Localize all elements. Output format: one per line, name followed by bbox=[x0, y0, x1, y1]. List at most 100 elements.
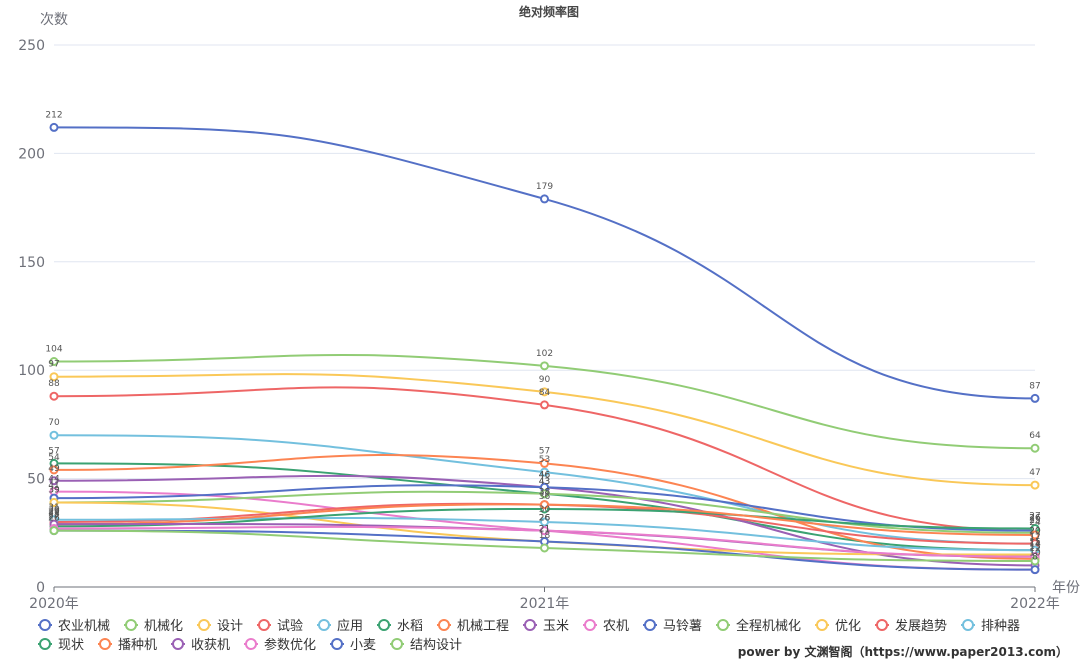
data-label: 87 bbox=[1029, 381, 1040, 391]
legend-item[interactable]: 试验 bbox=[257, 618, 303, 634]
data-point[interactable] bbox=[540, 400, 549, 410]
x-axis: 2020年 2021年 2022年 bbox=[29, 586, 1060, 612]
legend-item[interactable]: 播种机 bbox=[98, 638, 157, 653]
data-label: 102 bbox=[536, 349, 553, 359]
legend-label: 农机 bbox=[603, 619, 629, 634]
data-label: 179 bbox=[536, 182, 553, 192]
data-label: 20 bbox=[1029, 527, 1041, 537]
data-label: 53 bbox=[539, 455, 550, 465]
legend-marker bbox=[717, 619, 729, 631]
legend-item[interactable]: 应用 bbox=[317, 618, 363, 634]
data-point[interactable] bbox=[49, 122, 59, 132]
legend-item[interactable]: 收获机 bbox=[171, 638, 230, 653]
legend-marker bbox=[172, 638, 184, 650]
legend-item[interactable]: 小麦 bbox=[330, 638, 376, 653]
legend-label: 应用 bbox=[337, 618, 363, 634]
legend-item[interactable]: 结构设计 bbox=[390, 638, 462, 653]
data-label: 17 bbox=[1029, 533, 1040, 543]
data-label: 26 bbox=[48, 514, 60, 524]
data-label: 70 bbox=[48, 418, 60, 428]
data-point[interactable] bbox=[49, 357, 59, 367]
data-point[interactable] bbox=[540, 458, 549, 468]
data-point[interactable] bbox=[1030, 556, 1040, 566]
data-label: 31 bbox=[48, 503, 59, 513]
data-point[interactable] bbox=[540, 361, 549, 371]
legend-item[interactable]: 设计 bbox=[197, 619, 243, 634]
data-label: 104 bbox=[45, 345, 62, 355]
legend-item[interactable]: 参数优化 bbox=[244, 637, 316, 653]
data-point[interactable] bbox=[540, 500, 549, 510]
data-point[interactable] bbox=[49, 497, 59, 507]
legend-label: 马铃薯 bbox=[663, 619, 702, 634]
data-label: 39 bbox=[48, 485, 60, 495]
legend-item[interactable]: 全程机械化 bbox=[716, 618, 801, 634]
data-point[interactable] bbox=[1030, 443, 1040, 453]
legend-label: 播种机 bbox=[118, 638, 157, 653]
data-label: 90 bbox=[539, 375, 551, 385]
data-point[interactable] bbox=[540, 387, 549, 397]
data-point[interactable] bbox=[49, 526, 59, 536]
data-point[interactable] bbox=[540, 467, 549, 477]
legend-item[interactable]: 机械工程 bbox=[437, 619, 509, 634]
data-point[interactable] bbox=[1030, 565, 1040, 575]
legend-item[interactable]: 优化 bbox=[815, 619, 861, 634]
data-label: 28 bbox=[48, 509, 60, 519]
legend-marker bbox=[391, 638, 403, 650]
legend-marker bbox=[258, 619, 270, 631]
data-point[interactable] bbox=[1030, 530, 1040, 540]
legend-label: 全程机械化 bbox=[736, 618, 801, 634]
legend-marker bbox=[816, 619, 828, 631]
data-label: 26 bbox=[1029, 514, 1041, 524]
legend-label: 水稻 bbox=[397, 619, 423, 634]
data-point[interactable] bbox=[540, 489, 549, 499]
data-label: 25 bbox=[1029, 516, 1040, 526]
legend-marker bbox=[125, 619, 137, 631]
y-tick-label: 100 bbox=[18, 363, 45, 379]
legend-item[interactable]: 农机 bbox=[583, 619, 629, 634]
legend-label: 小麦 bbox=[350, 638, 376, 653]
data-label: 64 bbox=[1029, 431, 1041, 441]
legend-item[interactable]: 玉米 bbox=[523, 619, 569, 634]
footer-text: power by 文渊智阁（https://www.paper2013.com） bbox=[737, 645, 1068, 659]
y-tick-label: 0 bbox=[36, 580, 45, 596]
data-label: 39 bbox=[48, 485, 60, 495]
legend-item[interactable]: 发展趋势 bbox=[875, 618, 947, 634]
legend-marker bbox=[99, 638, 111, 650]
data-label: 43 bbox=[539, 477, 550, 487]
footer-credit: power by 文渊智阁（https://www.paper2013.com） bbox=[738, 643, 1068, 660]
data-point[interactable] bbox=[49, 372, 59, 382]
legend-item[interactable]: 马铃薯 bbox=[643, 619, 702, 634]
data-label: 15 bbox=[1029, 537, 1040, 547]
data-label: 29 bbox=[48, 507, 60, 517]
data-label: 57 bbox=[48, 446, 59, 456]
data-point[interactable] bbox=[540, 526, 549, 536]
data-label: 212 bbox=[45, 110, 62, 120]
legend-label: 机械工程 bbox=[457, 619, 509, 634]
legend-item[interactable]: 现状 bbox=[38, 638, 84, 653]
y-tick-label: 250 bbox=[18, 38, 45, 54]
data-label: 88 bbox=[48, 379, 60, 389]
data-label: 84 bbox=[539, 388, 551, 398]
data-point[interactable] bbox=[1030, 393, 1040, 403]
legend-item[interactable]: 农业机械 bbox=[38, 619, 110, 634]
legend-label: 发展趋势 bbox=[895, 618, 947, 634]
data-point[interactable] bbox=[540, 517, 549, 527]
data-point[interactable] bbox=[1030, 480, 1040, 490]
legend-label: 现状 bbox=[58, 638, 84, 653]
data-label: 12 bbox=[1029, 544, 1040, 554]
data-label: 29 bbox=[48, 507, 60, 517]
data-point[interactable] bbox=[49, 465, 59, 475]
data-label: 43 bbox=[539, 477, 550, 487]
chart-title: 绝对频率图 bbox=[519, 4, 579, 19]
data-point[interactable] bbox=[540, 194, 549, 204]
legend-item[interactable]: 排种器 bbox=[961, 619, 1020, 634]
data-point[interactable] bbox=[49, 430, 59, 440]
data-point[interactable] bbox=[540, 543, 549, 553]
legend-item[interactable]: 机械化 bbox=[124, 619, 183, 634]
data-label: 38 bbox=[539, 488, 551, 498]
legend-item[interactable]: 水稻 bbox=[377, 619, 423, 634]
data-label: 49 bbox=[48, 464, 60, 474]
legend-marker bbox=[962, 619, 974, 631]
data-point[interactable] bbox=[49, 391, 59, 401]
data-point[interactable] bbox=[49, 476, 59, 486]
